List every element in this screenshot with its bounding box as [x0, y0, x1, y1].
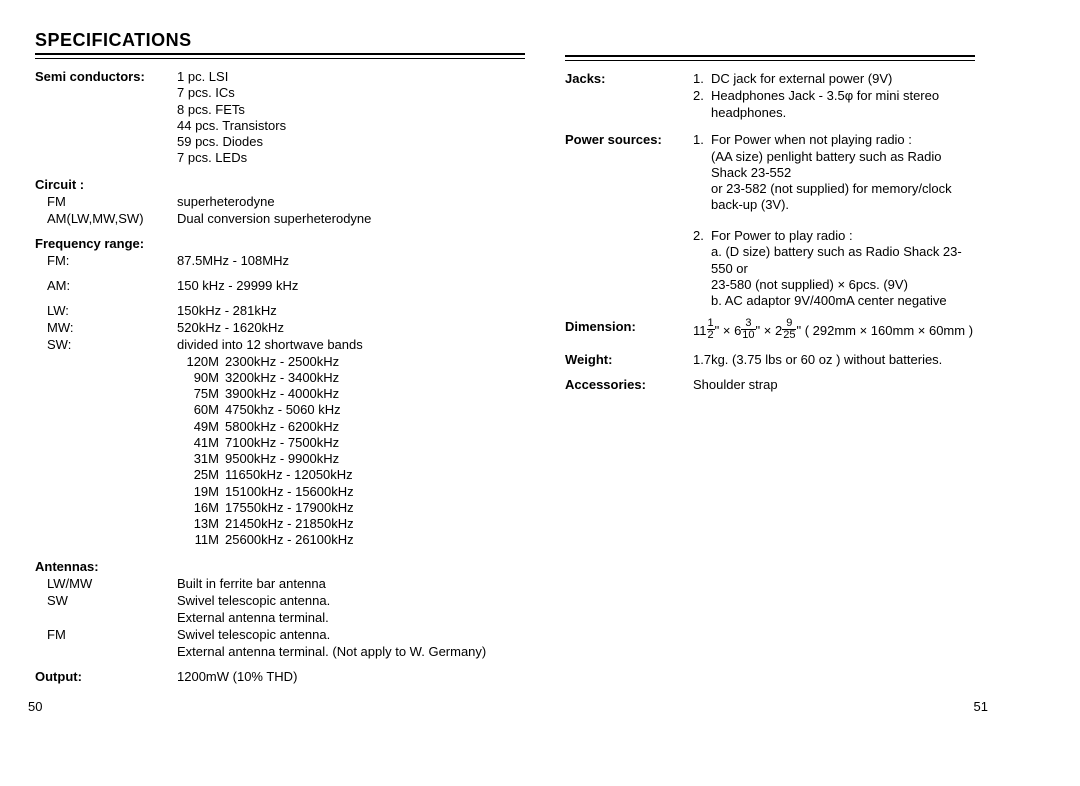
sw-band-row: 11M25600kHz - 26100kHz: [177, 532, 525, 548]
sw-band-row: 41M7100kHz - 7500kHz: [177, 435, 525, 451]
power-sources-values: 1.For Power when not playing radio : (AA…: [693, 132, 975, 310]
antenna-lwmw-value: Built in ferrite bar antenna: [177, 576, 525, 591]
antenna-lwmw-label: LW/MW: [35, 576, 177, 591]
antenna-fm-value1: Swivel telescopic antenna.: [177, 627, 525, 642]
output-label: Output:: [35, 669, 177, 684]
output-value: 1200mW (10% THD): [177, 669, 525, 684]
freq-am-label: AM:: [35, 278, 177, 293]
title-rule: [35, 53, 525, 59]
spec-output: Output:1200mW (10% THD): [35, 669, 525, 684]
sw-band-row: 120M2300kHz - 2500kHz: [177, 354, 525, 370]
jacks-values: 1.DC jack for external power (9V) 2.Head…: [693, 71, 975, 122]
antenna-fm-label: FM: [35, 627, 177, 642]
sw-band-row: 31M9500kHz - 9900kHz: [177, 451, 525, 467]
accessories-value: Shoulder strap: [693, 377, 975, 392]
dimension-label: Dimension:: [565, 319, 693, 342]
sw-band-list: 120M2300kHz - 2500kHz90M3200kHz - 3400kH…: [177, 354, 525, 549]
freq-fm-label: FM:: [35, 253, 177, 268]
sw-band-row: 25M11650kHz - 12050kHz: [177, 467, 525, 483]
freq-lw-label: LW:: [35, 303, 177, 318]
frequency-range-label: Frequency range:: [35, 236, 177, 251]
freq-fm-value: 87.5MHz - 108MHz: [177, 253, 525, 268]
circuit-label: Circuit :: [35, 177, 177, 192]
antenna-sw-label: SW: [35, 593, 177, 608]
freq-sw-value: divided into 12 shortwave bands: [177, 337, 525, 352]
sw-band-row: 19M15100kHz - 15600kHz: [177, 484, 525, 500]
sw-band-row: 90M3200kHz - 3400kHz: [177, 370, 525, 386]
page-number-right: 51: [974, 699, 988, 714]
spec-power-sources: Power sources: 1.For Power when not play…: [565, 132, 975, 310]
section-title: SPECIFICATIONS: [35, 30, 525, 51]
freq-am-value: 150 kHz - 29999 kHz: [177, 278, 525, 293]
freq-sw-label: SW:: [35, 337, 177, 352]
spec-jacks: Jacks: 1.DC jack for external power (9V)…: [565, 71, 975, 122]
antenna-fm-value2: External antenna terminal. (Not apply to…: [177, 644, 525, 659]
antennas-label: Antennas:: [35, 559, 177, 574]
freq-lw-value: 150kHz - 281kHz: [177, 303, 525, 318]
circuit-fm-label: FM: [35, 194, 177, 209]
accessories-label: Accessories:: [565, 377, 693, 392]
circuit-fm-value: superheterodyne: [177, 194, 525, 209]
sw-band-row: 75M3900kHz - 4000kHz: [177, 386, 525, 402]
spec-semiconductors: Semi conductors: 1 pc. LSI 7 pcs. ICs 8 …: [35, 69, 525, 167]
semiconductors-label: Semi conductors:: [35, 69, 177, 167]
spec-antennas: Antennas: LW/MWBuilt in ferrite bar ante…: [35, 559, 525, 659]
sw-band-row: 13M21450kHz - 21850kHz: [177, 516, 525, 532]
spec-circuit: Circuit : FMsuperheterodyne AM(LW,MW,SW)…: [35, 177, 525, 226]
spec-frequency-range: Frequency range: FM:87.5MHz - 108MHz AM:…: [35, 236, 525, 549]
weight-label: Weight:: [565, 352, 693, 367]
weight-value: 1.7kg. (3.75 lbs or 60 oz ) without batt…: [693, 352, 975, 367]
antenna-sw-value1: Swivel telescopic antenna.: [177, 593, 525, 608]
jacks-label: Jacks:: [565, 71, 693, 122]
circuit-am-value: Dual conversion superheterodyne: [177, 211, 525, 226]
sw-band-row: 49M5800kHz - 6200kHz: [177, 419, 525, 435]
page-number-left: 50: [28, 699, 42, 714]
antenna-sw-value2: External antenna terminal.: [177, 610, 525, 625]
spec-weight: Weight: 1.7kg. (3.75 lbs or 60 oz ) with…: [565, 352, 975, 367]
freq-mw-value: 520kHz - 1620kHz: [177, 320, 525, 335]
power-sources-label: Power sources:: [565, 132, 693, 310]
spec-accessories: Accessories: Shoulder strap: [565, 377, 975, 392]
sw-band-row: 16M17550kHz - 17900kHz: [177, 500, 525, 516]
semiconductors-values: 1 pc. LSI 7 pcs. ICs 8 pcs. FETs 44 pcs.…: [177, 69, 525, 167]
freq-mw-label: MW:: [35, 320, 177, 335]
right-rule: [565, 55, 975, 61]
spec-dimension: Dimension: 1112" × 6310" × 2925" ( 292mm…: [565, 319, 975, 342]
sw-band-row: 60M4750khz - 5060 kHz: [177, 402, 525, 418]
circuit-am-label: AM(LW,MW,SW): [35, 211, 177, 226]
dimension-value: 1112" × 6310" × 2925" ( 292mm × 160mm × …: [693, 319, 975, 342]
